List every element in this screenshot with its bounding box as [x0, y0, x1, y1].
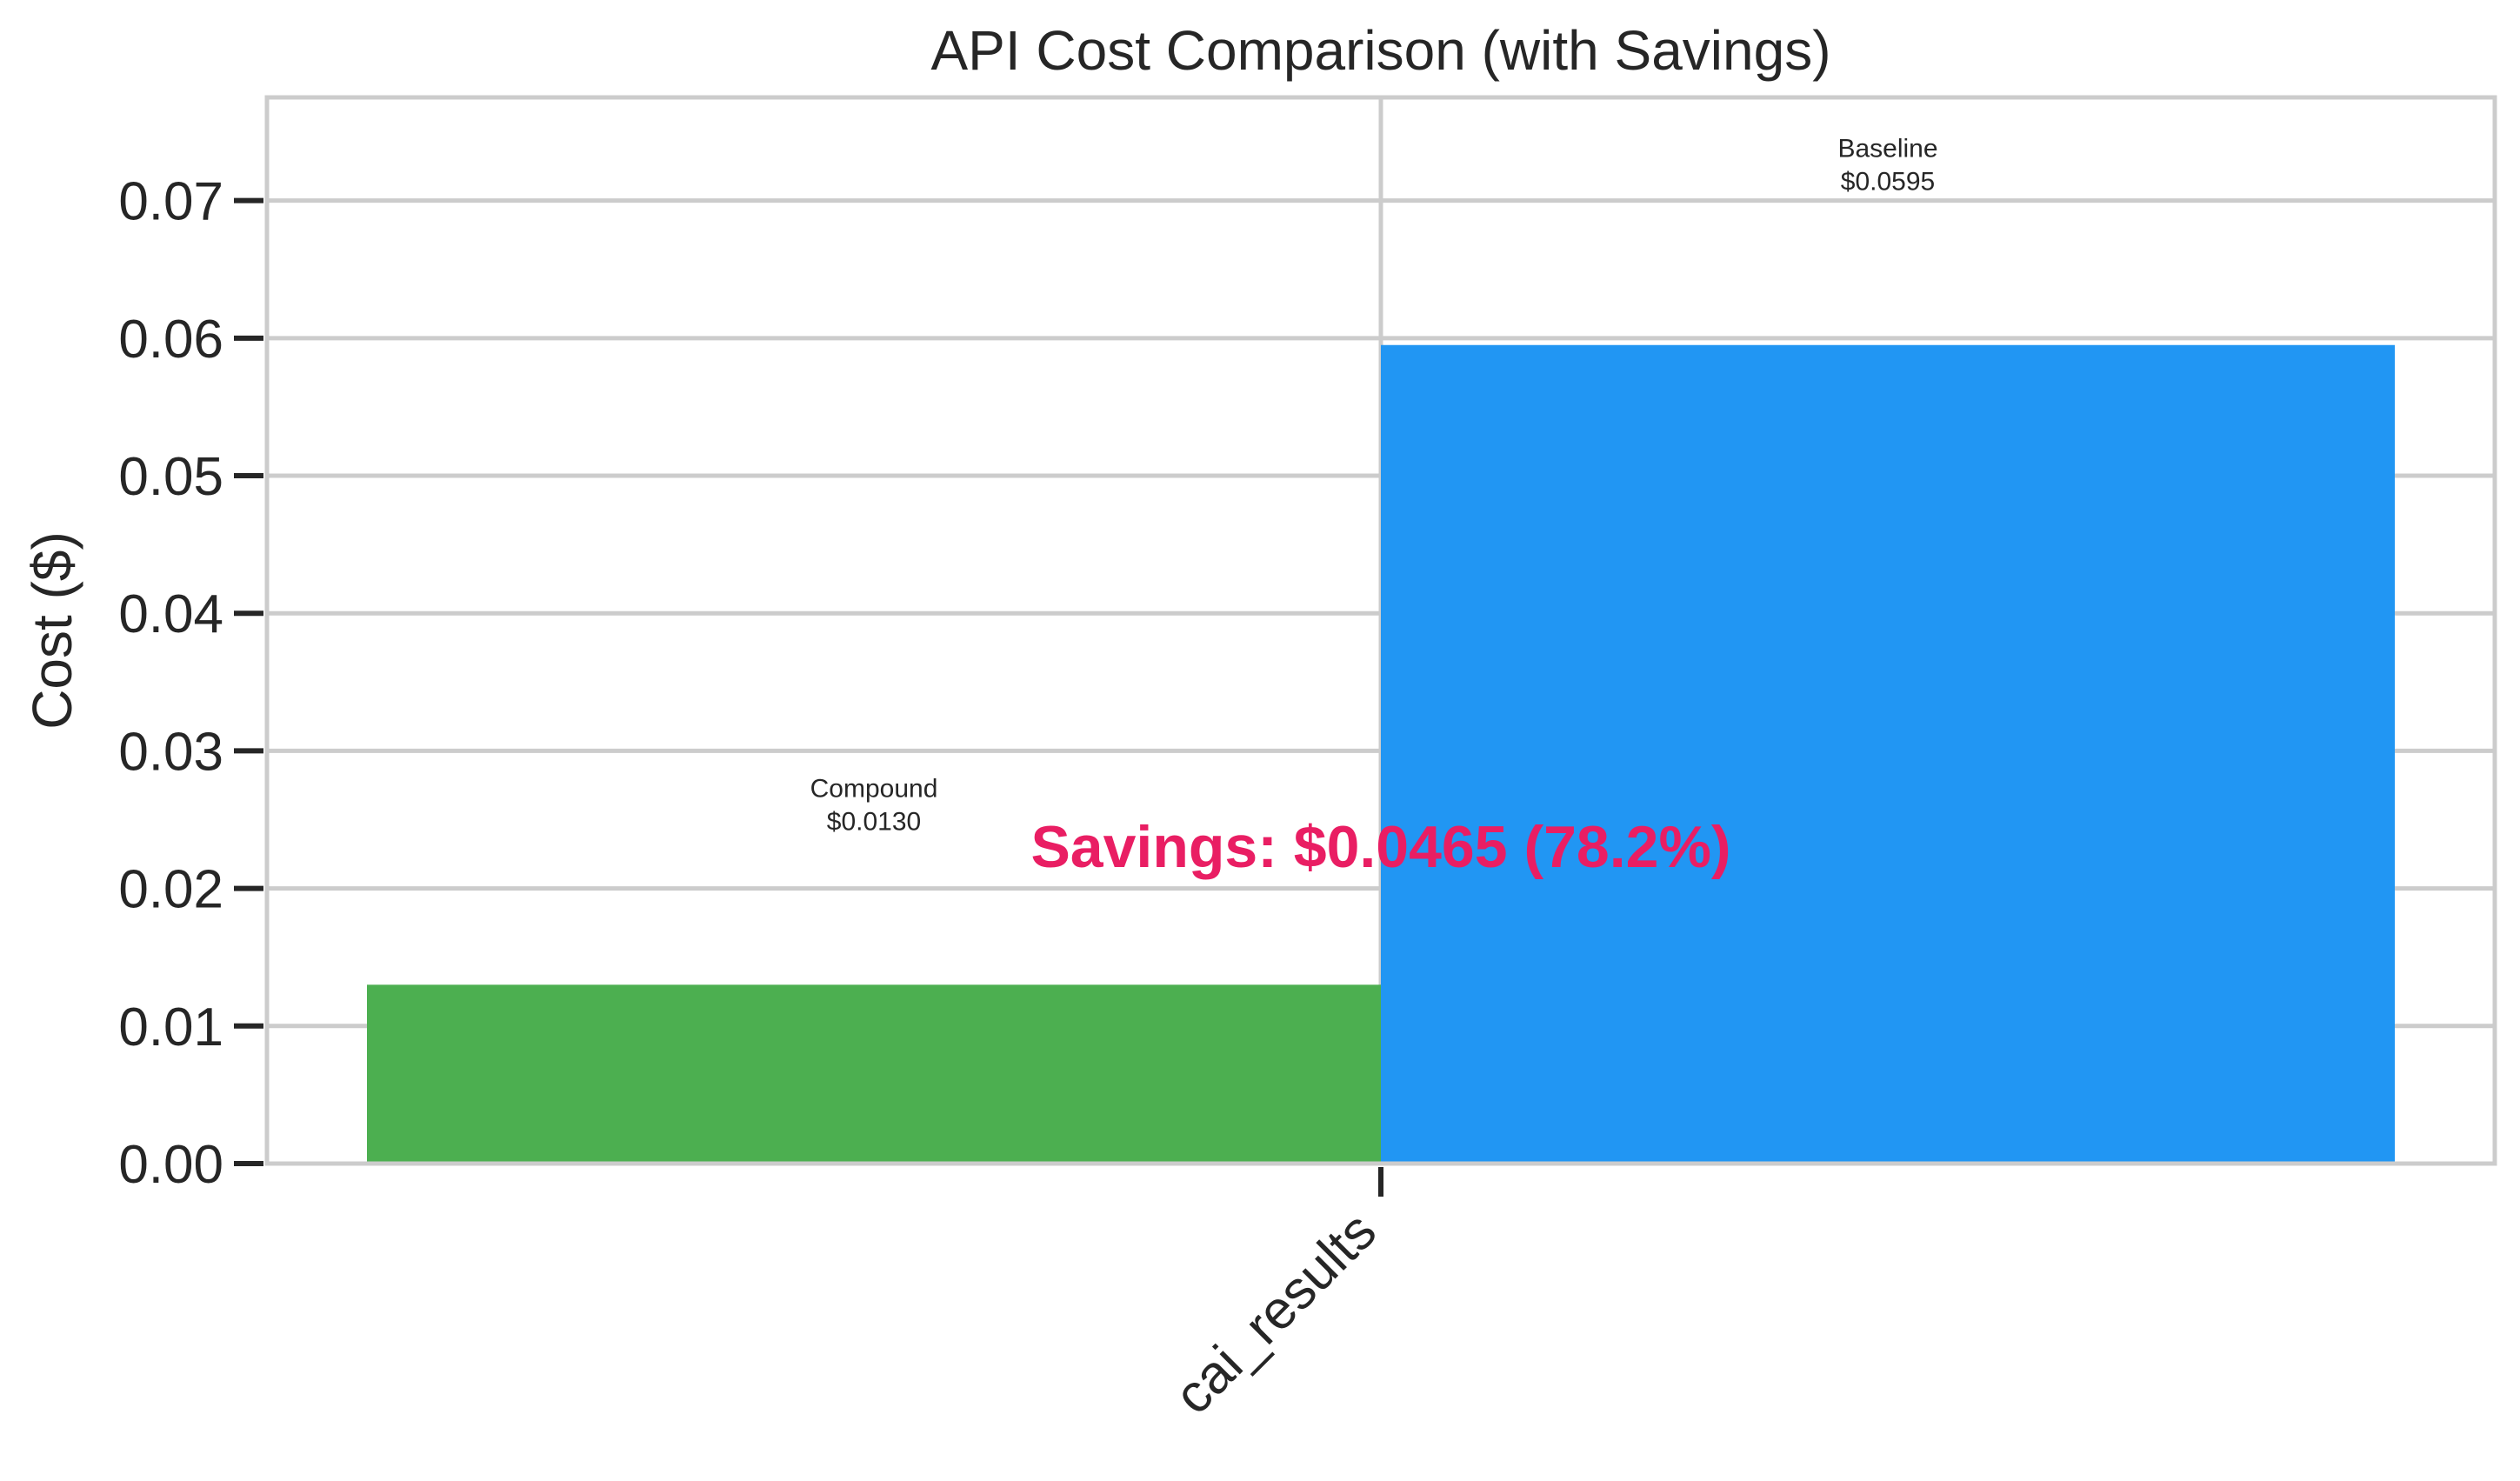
- bar-compound: [367, 984, 1381, 1164]
- y-tick-label: 0.04: [118, 584, 223, 644]
- y-tick-label: 0.07: [118, 172, 223, 232]
- savings-annotation: Savings: $0.0465 (78.2%): [1030, 814, 1730, 880]
- bar-data-label: Baseline: [1837, 135, 1937, 163]
- y-tick-label: 0.03: [118, 722, 223, 782]
- y-tick-label: 0.02: [118, 860, 223, 920]
- bar-layer: [367, 344, 2395, 1164]
- bar-data-label: Compound: [810, 774, 938, 803]
- y-tick-label: 0.05: [118, 447, 223, 507]
- plot-frame: [264, 95, 2497, 1166]
- bar-data-label: $0.0595: [1841, 168, 1935, 197]
- chart-title: API Cost Comparison (with Savings): [930, 19, 1830, 82]
- bar-data-label: $0.0130: [827, 807, 921, 836]
- y-tick-label: 0.00: [118, 1135, 223, 1195]
- y-axis-label: Cost ($): [21, 531, 83, 730]
- bar-baseline: [1381, 344, 2395, 1164]
- y-tick-label: 0.06: [118, 310, 223, 370]
- y-tick-label: 0.01: [118, 997, 223, 1057]
- label-layer: Compound $0.0130 Baseline $0.0595: [810, 135, 1938, 837]
